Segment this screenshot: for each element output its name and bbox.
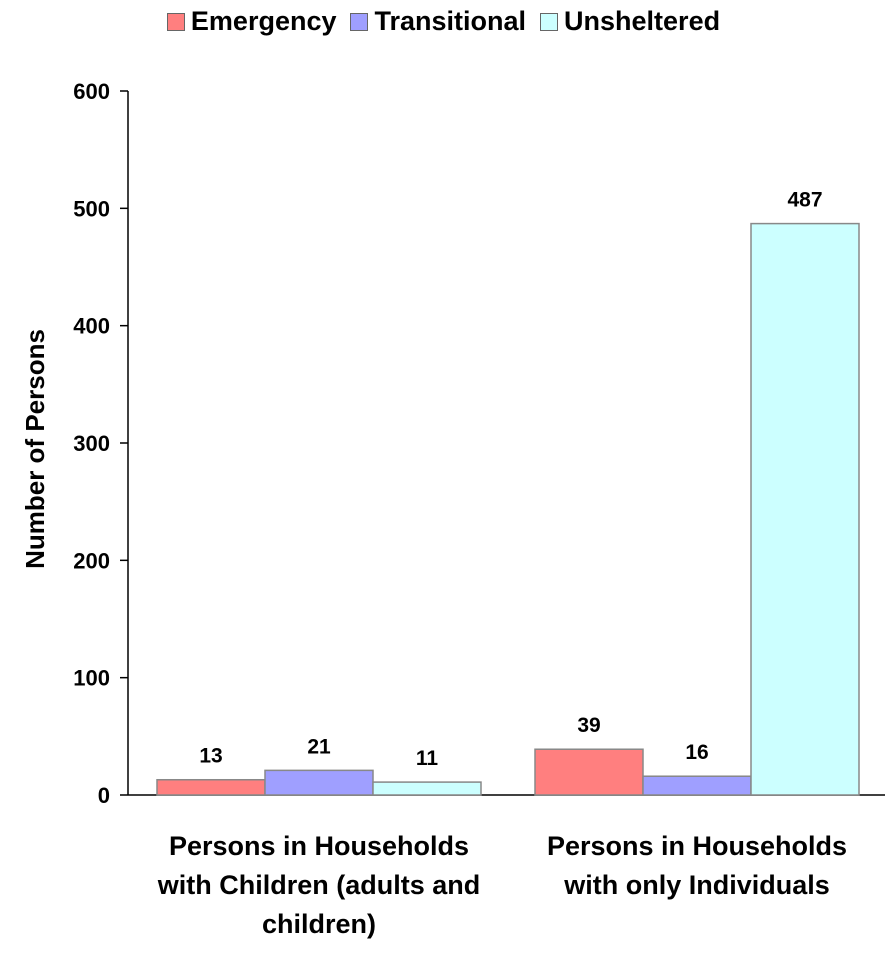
chart-legend: Emergency Transitional Unsheltered (0, 6, 887, 37)
bar (534, 748, 644, 796)
y-tick-label: 0 (98, 783, 110, 808)
data-label: 11 (416, 747, 439, 770)
y-tick-label: 500 (73, 196, 110, 221)
legend-swatch (350, 12, 369, 31)
bar (156, 778, 266, 796)
category-label-line: with Children (adults and (157, 870, 481, 900)
y-tick-label: 100 (73, 666, 110, 691)
category-label-line: Persons in Households (169, 831, 469, 861)
data-label: 13 (199, 745, 222, 768)
y-tick-label: 400 (73, 314, 110, 339)
data-label: 16 (685, 741, 708, 764)
bar (750, 222, 860, 796)
legend-item: Transitional (350, 6, 526, 37)
category-label-line: Persons in Households (547, 831, 847, 861)
legend-item: Unsheltered (540, 6, 720, 37)
category-label: Persons in Households with only Individua… (547, 831, 847, 900)
bar (642, 775, 752, 796)
legend-label: Transitional (374, 6, 527, 36)
data-label: 21 (307, 735, 331, 758)
y-tick-label: 300 (73, 431, 110, 456)
legend-label: Unsheltered (564, 6, 721, 36)
legend-label: Emergency (190, 6, 337, 36)
category-label-line: children) (262, 909, 376, 939)
category-label: Persons in Households with Children (adul… (157, 831, 481, 939)
legend-swatch (166, 12, 185, 31)
bar (264, 769, 374, 796)
legend-item: Emergency (166, 6, 337, 37)
y-tick-label: 200 (73, 548, 110, 573)
y-tick-label: 600 (73, 79, 110, 104)
data-label: 39 (577, 714, 600, 737)
y-axis-title: Number of Persons (20, 329, 50, 569)
bar (372, 781, 482, 796)
data-label: 487 (787, 189, 822, 212)
legend-swatch (540, 12, 559, 31)
category-label-line: with only Individuals (563, 870, 830, 900)
